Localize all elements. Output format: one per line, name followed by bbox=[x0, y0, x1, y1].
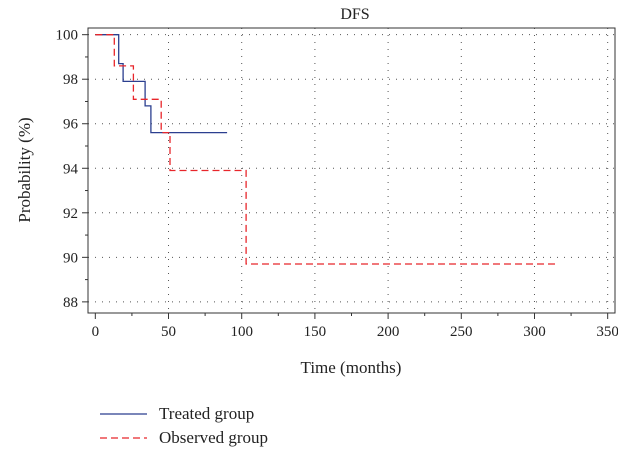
legend: Treated group Observed group bbox=[100, 404, 268, 447]
x-tick-label: 0 bbox=[92, 324, 100, 340]
y-tick-label: 94 bbox=[63, 161, 79, 177]
x-tick-label: 350 bbox=[596, 324, 618, 340]
x-tick-label: 150 bbox=[304, 324, 327, 340]
legend-label: Treated group bbox=[159, 404, 254, 423]
x-tick-label: 200 bbox=[377, 324, 400, 340]
y-tick-label: 96 bbox=[63, 117, 79, 133]
y-tick-label: 90 bbox=[63, 250, 78, 266]
x-tick-label: 250 bbox=[450, 324, 473, 340]
series-lines bbox=[95, 34, 557, 265]
x-tick-label: 100 bbox=[230, 324, 253, 340]
legend-label: Observed group bbox=[159, 428, 268, 447]
y-tick-label: 100 bbox=[56, 28, 79, 44]
x-tick-label: 50 bbox=[161, 324, 176, 340]
grid bbox=[88, 28, 615, 313]
y-tick-label: 88 bbox=[63, 295, 78, 311]
x-tick-label: 300 bbox=[523, 324, 546, 340]
y-axis-title: Probability (%) bbox=[15, 117, 34, 222]
plot-frame bbox=[87, 27, 616, 314]
series-line-treated-group bbox=[95, 34, 228, 134]
tick-labels: 0 50 100 150 200 250 300 350 88 90 92 94 96 98 100 bbox=[56, 28, 618, 340]
series-line-observed-group bbox=[95, 34, 557, 265]
x-axis-title: Time (months) bbox=[301, 358, 402, 377]
axis-ticks bbox=[82, 34, 609, 319]
y-tick-label: 92 bbox=[63, 206, 78, 222]
y-tick-label: 98 bbox=[63, 72, 78, 88]
chart-title: DFS bbox=[340, 6, 369, 23]
